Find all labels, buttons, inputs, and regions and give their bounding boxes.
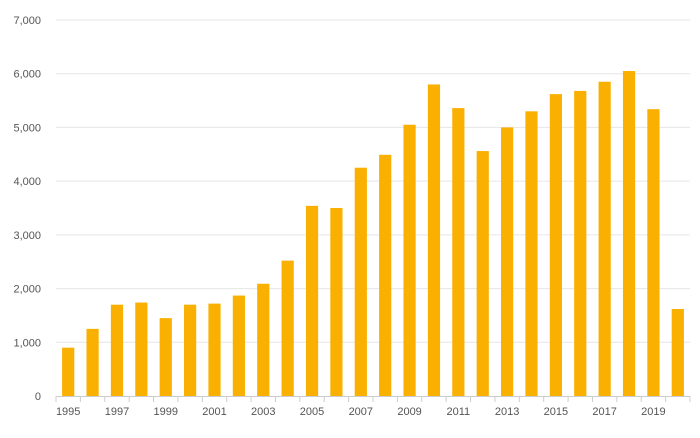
bar-2016[interactable] — [574, 90, 587, 396]
bar-2000[interactable] — [184, 304, 197, 396]
x-tick-label: 1999 — [153, 406, 177, 418]
bar-2015[interactable] — [549, 94, 562, 396]
bar-2018[interactable] — [622, 71, 636, 397]
bar-2007[interactable] — [354, 167, 367, 396]
x-tick-label: 2015 — [544, 406, 568, 418]
x-axis — [55, 396, 691, 402]
x-tick-label: 2005 — [300, 406, 324, 418]
x-tick-label: 2003 — [251, 406, 275, 418]
bar-2009[interactable] — [403, 124, 416, 396]
bars — [62, 71, 684, 397]
bar-2004[interactable] — [281, 260, 294, 396]
x-axis-tick-labels: 1995 1997 1999 2001 2003 2005 2007 2009 2011 2013… — [56, 406, 666, 418]
bar-1999[interactable] — [159, 318, 172, 396]
y-tick-label: 3,000 — [13, 230, 41, 242]
x-tick-label: 1997 — [105, 406, 129, 418]
bar-2005[interactable] — [305, 205, 319, 396]
y-tick-label: 5,000 — [13, 122, 41, 134]
y-tick-label: 2,000 — [13, 284, 41, 296]
bar-2008[interactable] — [379, 154, 392, 396]
y-tick-label: 0 — [35, 391, 41, 403]
y-tick-label: 7,000 — [13, 15, 41, 27]
y-tick-label: 1,000 — [13, 337, 41, 349]
bar-2012[interactable] — [476, 151, 489, 396]
x-tick-label: 2011 — [447, 406, 471, 418]
x-tick-label: 1995 — [56, 406, 80, 418]
x-tick-label: 2001 — [202, 406, 226, 418]
bar-2017[interactable] — [598, 81, 611, 397]
y-tick-label: 6,000 — [13, 69, 41, 81]
y-axis-tick-labels: 0 1,000 2,000 3,000 4,000 5,000 6,000 7,000 — [13, 15, 41, 403]
x-tick-label: 2009 — [397, 406, 421, 418]
bar-1998[interactable] — [135, 302, 148, 396]
bar-1996[interactable] — [86, 328, 99, 396]
bar-2002[interactable] — [232, 295, 245, 396]
bar-1995[interactable] — [62, 347, 75, 396]
y-tick-label: 4,000 — [13, 176, 41, 188]
bar-2011[interactable] — [452, 108, 465, 396]
bar-2013[interactable] — [501, 127, 514, 396]
bar-1997[interactable] — [110, 304, 124, 396]
bar-2020[interactable] — [671, 308, 684, 396]
x-tick-label: 2019 — [641, 406, 665, 418]
x-tick-label: 2013 — [495, 406, 519, 418]
gridlines — [56, 19, 690, 343]
bar-2010[interactable] — [427, 84, 441, 396]
bar-2014[interactable] — [525, 111, 538, 397]
bar-2003[interactable] — [257, 283, 270, 396]
x-tick-label: 2017 — [592, 406, 616, 418]
bar-2019[interactable] — [647, 109, 660, 396]
bar-2001[interactable] — [208, 303, 221, 396]
bar-2006[interactable] — [330, 208, 343, 396]
x-tick-label: 2007 — [349, 406, 373, 418]
